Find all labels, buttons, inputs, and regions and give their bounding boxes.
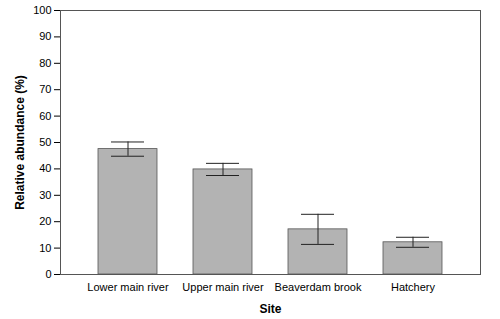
svg-text:60: 60 xyxy=(39,110,51,122)
svg-text:0: 0 xyxy=(45,268,51,280)
svg-text:90: 90 xyxy=(39,30,51,42)
svg-text:Upper main river: Upper main river xyxy=(182,281,264,293)
svg-text:Beaverdam brook: Beaverdam brook xyxy=(275,281,362,293)
svg-text:100: 100 xyxy=(33,4,51,16)
svg-text:30: 30 xyxy=(39,189,51,201)
svg-text:10: 10 xyxy=(39,242,51,254)
svg-text:50: 50 xyxy=(39,136,51,148)
svg-text:Site: Site xyxy=(259,302,281,316)
svg-text:Hatchery: Hatchery xyxy=(391,281,436,293)
svg-text:70: 70 xyxy=(39,83,51,95)
svg-text:20: 20 xyxy=(39,215,51,227)
svg-text:Relative abundance (%): Relative abundance (%) xyxy=(13,75,27,210)
svg-text:Lower main river: Lower main river xyxy=(87,281,169,293)
svg-text:40: 40 xyxy=(39,162,51,174)
svg-text:80: 80 xyxy=(39,57,51,69)
